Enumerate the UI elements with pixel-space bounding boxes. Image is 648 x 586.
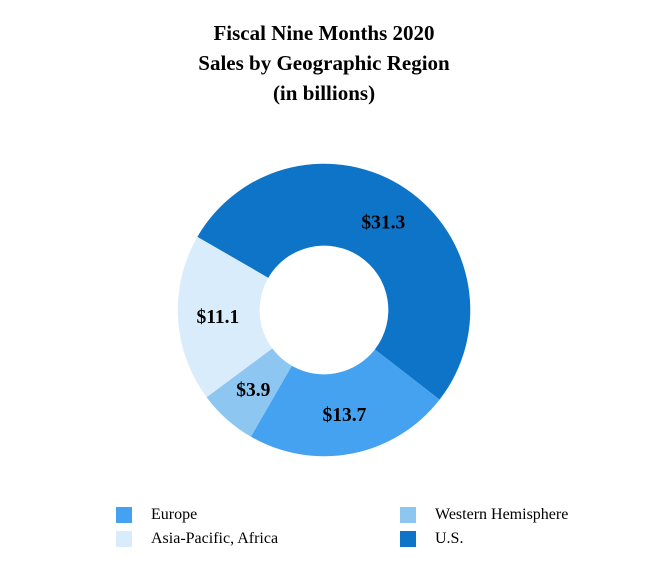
segment-value-label: $31.3	[361, 213, 405, 234]
legend-item-europe: Europe	[116, 506, 400, 524]
legend-swatch-asia-pacific-africa	[116, 531, 132, 547]
legend-label-asia-pacific-africa: Asia-Pacific, Africa	[151, 530, 279, 547]
chart-legend: Europe Western Hemisphere Asia-Pacific, …	[116, 506, 568, 548]
segment-value-label: $3.9	[236, 380, 270, 401]
donut-chart: $31.3 $13.7 $3.9 $11.1	[177, 163, 471, 457]
donut-segment	[250, 349, 440, 457]
legend-swatch-western-hemisphere	[400, 507, 416, 523]
legend-label-us: U.S.	[435, 530, 464, 547]
legend-item-western-hemisphere: Western Hemisphere	[400, 506, 568, 524]
chart-title-line3: (in billions)	[272, 81, 376, 105]
chart-title: Fiscal Nine Months 2020 Sales by Geograp…	[0, 18, 648, 108]
donut-segment	[197, 163, 471, 400]
chart-area: $31.3 $13.7 $3.9 $11.1	[0, 154, 648, 471]
legend-item-asia-pacific-africa: Asia-Pacific, Africa	[116, 530, 400, 548]
legend-label-western-hemisphere: Western Hemisphere	[435, 506, 569, 523]
legend-label-europe: Europe	[151, 506, 198, 523]
chart-title-line1: Fiscal Nine Months 2020	[213, 21, 435, 45]
legend-swatch-us	[400, 531, 416, 547]
segment-value-label: $13.7	[323, 405, 367, 426]
legend-item-us: U.S.	[400, 530, 568, 548]
donut-segment	[177, 236, 273, 398]
chart-title-line2: Sales by Geographic Region	[198, 51, 450, 75]
legend-swatch-europe	[116, 507, 132, 523]
segment-value-label: $11.1	[197, 307, 240, 328]
donut-segment	[206, 348, 292, 437]
